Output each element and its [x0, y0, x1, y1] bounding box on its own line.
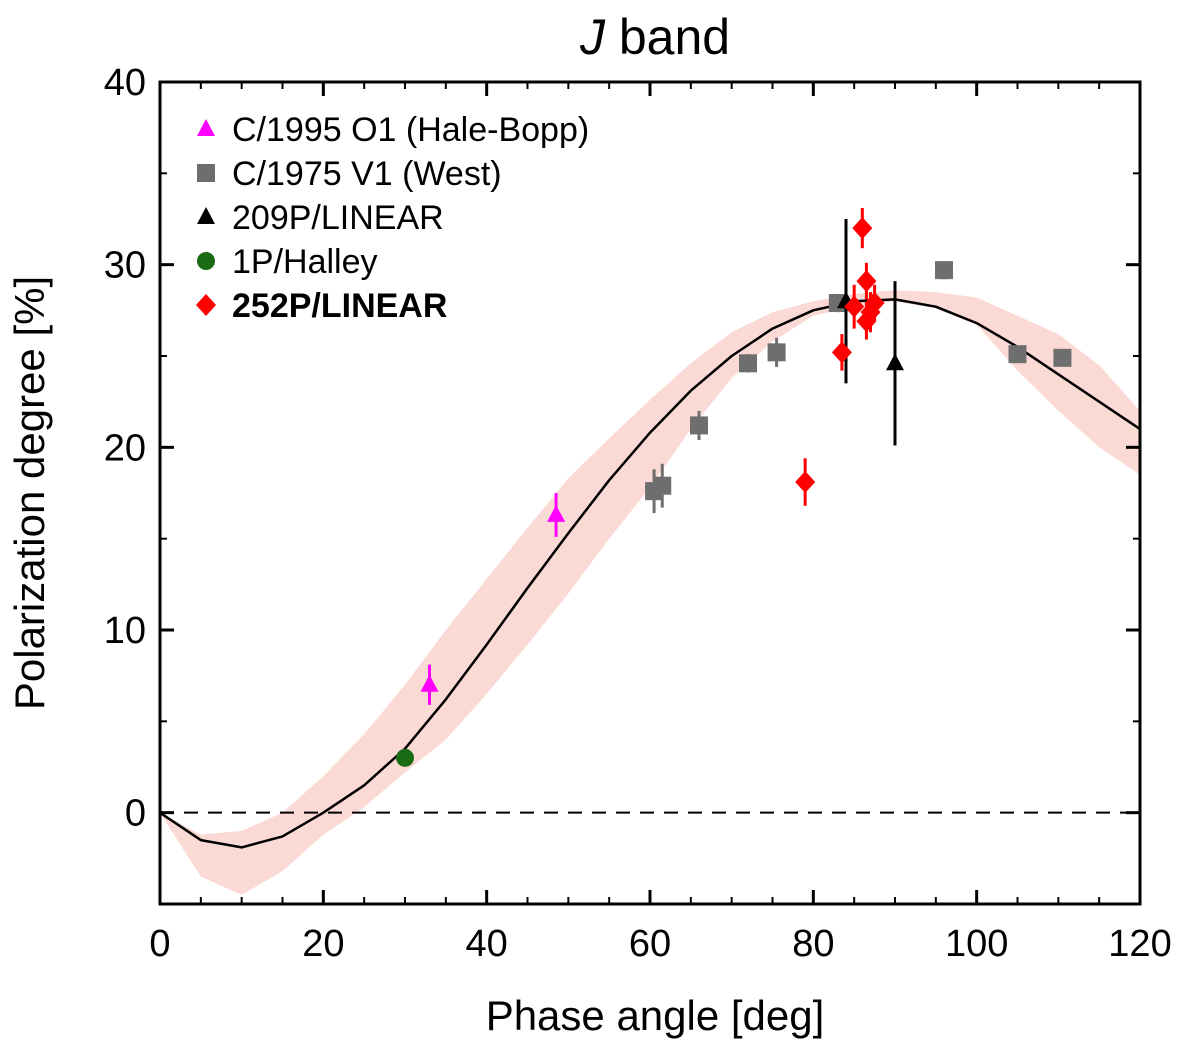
- y-tick-label: 20: [104, 427, 146, 469]
- data-point: [767, 343, 786, 362]
- y-tick-label: 30: [104, 245, 146, 287]
- x-axis-title: Phase angle [deg]: [486, 992, 825, 1039]
- series-0: [420, 493, 566, 705]
- legend-marker: [197, 164, 215, 182]
- fit-curve-line: [159, 298, 1141, 849]
- data-point: [831, 341, 852, 364]
- y-axis-title: Polarization degree [%]: [6, 276, 53, 710]
- x-tick-label: 100: [945, 923, 1008, 965]
- data-point: [935, 261, 953, 280]
- legend-item: 252P/LINEAR: [196, 287, 447, 325]
- legend-label: C/1975 V1 (West): [232, 155, 502, 193]
- data-point: [1053, 348, 1072, 367]
- legend-label: C/1995 O1 (Hale-Bopp): [232, 111, 589, 149]
- uncertainty-band-area: [160, 290, 1140, 895]
- legend-marker: [196, 294, 216, 316]
- data-point: [1008, 345, 1027, 364]
- chart-title-italic: J: [579, 9, 606, 65]
- legend-marker: [197, 252, 215, 270]
- fit-curve: [159, 298, 1141, 849]
- y-tick-label: 40: [104, 62, 146, 104]
- data-point: [795, 471, 816, 494]
- data-point: [653, 476, 672, 495]
- axis-ticks: 0 20 40 60 80 100 120 0 10 20 30 40: [104, 62, 1172, 965]
- data-point: [690, 416, 708, 435]
- x-tick-label: 80: [792, 923, 834, 965]
- legend-item: 209P/LINEAR: [197, 199, 444, 237]
- x-tick-label: 20: [302, 923, 344, 965]
- y-tick-label: 0: [125, 793, 146, 835]
- x-tick-label: 40: [466, 923, 508, 965]
- data-point: [420, 674, 439, 692]
- x-tick-label: 60: [629, 923, 671, 965]
- legend: C/1995 O1 (Hale-Bopp) C/1975 V1 (West) 209…: [196, 111, 589, 325]
- series-4: [795, 208, 885, 506]
- chart-title-rest: band: [605, 9, 730, 65]
- series-1: [645, 261, 1072, 514]
- y-tick-label: 10: [104, 610, 146, 652]
- legend-marker: [197, 207, 215, 224]
- x-tick-label: 120: [1108, 923, 1171, 965]
- data-point: [739, 354, 757, 373]
- data-point: [547, 504, 566, 522]
- data-point: [856, 270, 877, 293]
- legend-marker: [197, 119, 215, 136]
- legend-item: 1P/Halley: [197, 243, 378, 281]
- legend-label: 209P/LINEAR: [232, 199, 444, 237]
- x-tick-label: 0: [149, 923, 170, 965]
- data-point: [856, 310, 877, 333]
- data-point: [396, 748, 414, 767]
- data-point: [864, 292, 885, 315]
- data-point: [852, 217, 873, 240]
- data-point: [844, 295, 865, 318]
- fit-uncertainty-band: [160, 290, 1140, 895]
- legend-item: C/1975 V1 (West): [197, 155, 502, 193]
- legend-item: C/1995 O1 (Hale-Bopp): [197, 111, 589, 149]
- chart-title: J band: [579, 9, 730, 65]
- data-points: [396, 208, 1072, 767]
- series-3: [396, 748, 414, 767]
- data-point: [886, 353, 904, 371]
- legend-label: 252P/LINEAR: [232, 287, 447, 325]
- legend-label: 1P/Halley: [232, 243, 378, 281]
